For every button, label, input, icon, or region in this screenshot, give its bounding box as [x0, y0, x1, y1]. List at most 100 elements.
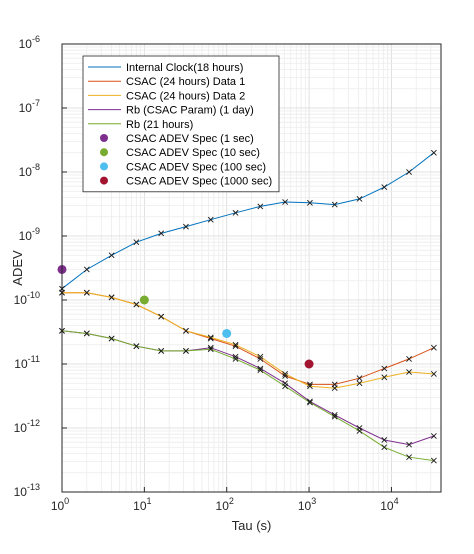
- series-line-4: [61, 330, 434, 462]
- legend-label: CSAC ADEV Spec (1 sec): [126, 133, 254, 145]
- marker-stroke: [381, 444, 388, 451]
- data-point-marker: [430, 370, 437, 377]
- marker-stroke: [183, 223, 189, 230]
- data-point-marker: [406, 169, 412, 175]
- x-tick-label: 102: [216, 496, 234, 513]
- marker-stroke: [381, 437, 388, 443]
- data-point-marker: [406, 369, 412, 375]
- legend: Internal Clock(18 hours) CSAC (24 hours) …: [82, 55, 280, 193]
- marker-stroke: [108, 294, 115, 301]
- legend-label: CSAC ADEV Spec (1000 sec): [126, 176, 272, 188]
- data-point-marker: [331, 413, 338, 420]
- marker-stroke: [306, 383, 313, 390]
- series-line-0: [61, 152, 435, 290]
- data-point-marker: [406, 441, 412, 448]
- data-point-marker: [306, 383, 313, 390]
- data-point-marker: [158, 348, 165, 354]
- y-tick-label: 10-13: [14, 482, 40, 499]
- marker-stroke: [306, 381, 313, 388]
- x-tick-label: 104: [380, 496, 398, 513]
- data-point-marker: [331, 385, 338, 392]
- data-point-marker: [183, 348, 189, 354]
- legend-label: CSAC ADEV Spec (100 sec): [126, 161, 266, 173]
- data-point-marker: [158, 230, 165, 237]
- data-point-marker: [381, 184, 388, 191]
- marker-stroke: [133, 343, 140, 350]
- data-point-marker: [133, 301, 140, 308]
- marker-stroke: [207, 334, 214, 341]
- marker-stroke: [133, 239, 140, 246]
- data-point-marker: [257, 353, 264, 360]
- marker-stroke: [158, 348, 165, 354]
- legend-label: Rb (CSAC Param) (1 day): [126, 105, 254, 117]
- marker-stroke: [207, 216, 214, 223]
- data-point-marker: [406, 454, 412, 461]
- data-point-marker: [331, 412, 338, 418]
- x-tick-label: 103: [298, 496, 316, 513]
- marker-stroke: [406, 441, 412, 448]
- marker-stroke: [430, 149, 437, 156]
- x-tick-label: 100: [51, 496, 69, 513]
- marker-stroke: [158, 313, 165, 320]
- marker-stroke: [430, 370, 437, 377]
- marker-stroke: [430, 433, 437, 439]
- spec-point-1: [139, 295, 149, 305]
- marker-stroke: [83, 330, 90, 337]
- marker-stroke: [183, 327, 189, 334]
- legend-dot-swatch: [100, 162, 108, 171]
- marker-stroke: [207, 335, 214, 342]
- marker-stroke: [282, 370, 289, 377]
- marker-stroke: [331, 413, 338, 420]
- data-point-marker: [232, 356, 239, 362]
- y-axis-label: ADEV: [10, 250, 25, 286]
- marker-stroke: [133, 301, 140, 308]
- data-point-marker: [257, 365, 264, 372]
- marker-stroke: [381, 365, 388, 372]
- y-tick-label: 10-8: [19, 162, 40, 179]
- marker-stroke: [331, 412, 338, 418]
- data-point-marker: [133, 239, 140, 246]
- legend-dot-swatch: [100, 176, 108, 185]
- marker-stroke: [232, 341, 239, 348]
- marker-stroke: [108, 252, 115, 259]
- y-tick-label: 10-10: [14, 290, 40, 307]
- data-point-marker: [83, 330, 90, 337]
- data-point-marker: [83, 266, 90, 273]
- marker-stroke: [430, 457, 437, 464]
- x-axis-ticks: 100 101 102 103 104: [51, 487, 399, 513]
- spec-point-2: [222, 328, 232, 338]
- data-point-marker: [430, 433, 437, 439]
- data-point-marker: [381, 437, 388, 443]
- marker-stroke: [232, 356, 239, 362]
- data-point-marker: [282, 199, 289, 205]
- data-point-marker: [381, 444, 388, 451]
- marker-stroke: [108, 335, 115, 342]
- marker-stroke: [306, 398, 313, 405]
- data-point-marker: [430, 344, 437, 351]
- data-point-marker: [232, 341, 239, 348]
- marker-stroke: [232, 209, 239, 216]
- data-point-marker: [257, 356, 264, 362]
- data-point-marker: [207, 334, 214, 341]
- data-point-marker: [282, 383, 289, 390]
- marker-stroke: [306, 399, 313, 406]
- series-line-2: [62, 292, 434, 389]
- legend-dot-swatch: [100, 148, 108, 157]
- legend-label: Internal Clock(18 hours): [126, 62, 243, 74]
- legend-label: Rb (21 hours): [126, 119, 193, 131]
- marker-stroke: [331, 201, 338, 208]
- data-point-marker: [306, 199, 313, 206]
- y-axis-ticks: 10-13 10-12 10-11 10-10 10-9 10-8 10-7 10-6: [14, 34, 67, 499]
- marker-stroke: [83, 266, 90, 273]
- data-point-marker: [356, 428, 363, 434]
- data-point-marker: [356, 380, 363, 387]
- x-axis-label: Tau (s): [232, 518, 272, 533]
- marker-stroke: [381, 184, 388, 191]
- marker-stroke: [207, 346, 214, 353]
- y-tick-label: 10-11: [14, 354, 40, 371]
- marker-stroke: [406, 369, 412, 375]
- marker-stroke: [406, 454, 412, 461]
- marker-stroke: [257, 203, 264, 210]
- y-tick-label: 10-6: [19, 34, 40, 51]
